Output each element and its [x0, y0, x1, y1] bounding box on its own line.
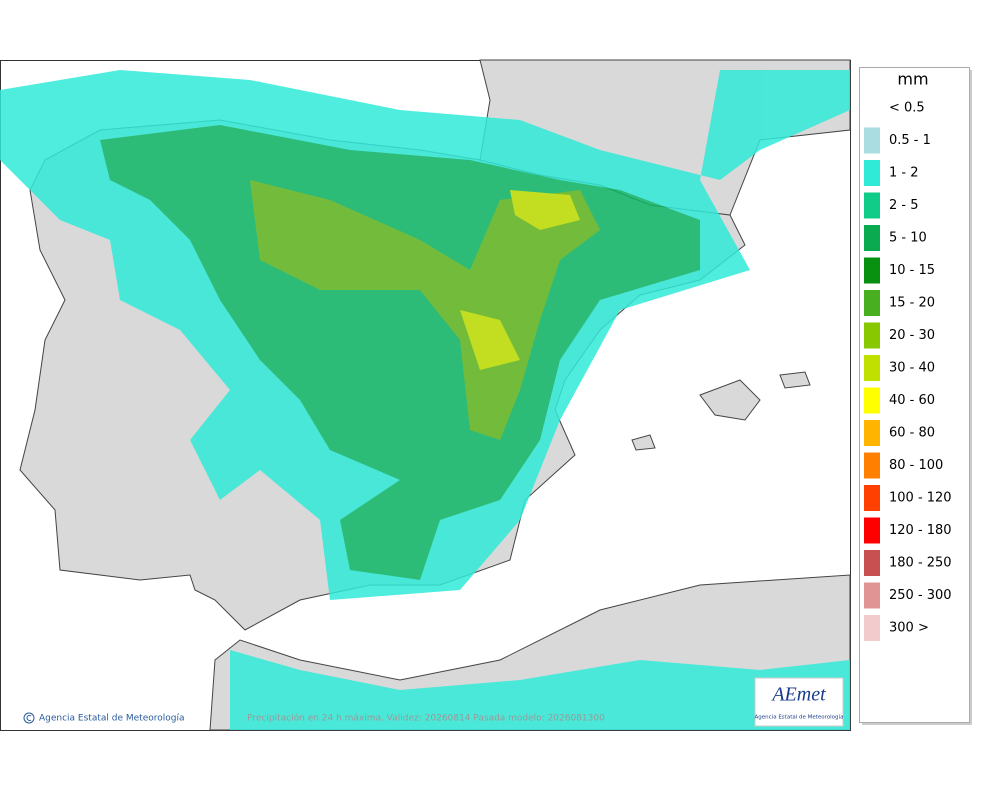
legend-items: < 0.5 0.5 - 1 1 - 2 2 - 5 5 - 10 10 - 15 15 - …: [864, 101, 952, 641]
legend-swatch: [864, 160, 880, 186]
legend-label: 250 - 300: [889, 588, 952, 603]
credit: Agencia Estatal de Meteorología: [23, 712, 185, 724]
legend-swatch: [864, 127, 880, 154]
legend-swatch: [864, 485, 880, 511]
legend-label: 180 - 250: [889, 556, 952, 571]
menorca: [779, 371, 811, 389]
legend-label: 5 - 10: [889, 231, 927, 246]
legend-label: 0.5 - 1: [889, 133, 931, 148]
legend-swatch: [864, 582, 880, 609]
logo-name: AEmet: [770, 684, 826, 706]
caption: Precipitación en 24 h máxima. Validez: 2…: [247, 713, 605, 724]
legend-swatch: [864, 355, 880, 381]
legend-label: 300 >: [889, 621, 929, 636]
legend-label: 1 - 2: [889, 166, 919, 181]
mallorca: [699, 379, 761, 421]
copyright-icon-c: [26, 715, 32, 721]
precip-heavy: [250, 180, 600, 440]
legend-swatch: [864, 387, 880, 414]
precip-africa: [230, 650, 850, 730]
legend-label: 30 - 40: [889, 361, 935, 376]
legend-label: 10 - 15: [889, 263, 935, 278]
legend-swatch: [864, 452, 880, 479]
credit-text: Agencia Estatal de Meteorología: [39, 714, 185, 724]
legend-title: mm: [897, 70, 928, 89]
logo: AEmet Agencia Estatal de Meteorología: [754, 677, 844, 727]
logo-subtitle: Agencia Estatal de Meteorología: [755, 714, 844, 721]
legend-label: 40 - 60: [889, 393, 935, 408]
precipitation: [0, 70, 850, 730]
legend-label: 2 - 5: [889, 198, 919, 213]
legend-label: 60 - 80: [889, 426, 935, 441]
legend-swatch: [864, 290, 880, 316]
copyright-icon: [23, 712, 35, 724]
legend-swatch: [864, 420, 880, 446]
legend-swatch: [864, 225, 880, 251]
legend-swatch: [864, 257, 880, 284]
logo-box: [754, 677, 844, 727]
legend-label: < 0.5: [889, 101, 925, 116]
legend-label: 20 - 30: [889, 328, 935, 343]
legend-label: 120 - 180: [889, 523, 952, 538]
legend-swatch: [864, 615, 880, 641]
ibiza: [631, 434, 656, 451]
precip-max: [460, 190, 580, 370]
legend-label: 15 - 20: [889, 296, 935, 311]
legend-label: 80 - 100: [889, 458, 943, 473]
legend-label: 100 - 120: [889, 491, 952, 506]
legend-swatch: [864, 517, 880, 544]
legend-swatch: [864, 192, 880, 219]
legend-swatch: [864, 550, 880, 576]
legend-swatch: [864, 322, 880, 349]
